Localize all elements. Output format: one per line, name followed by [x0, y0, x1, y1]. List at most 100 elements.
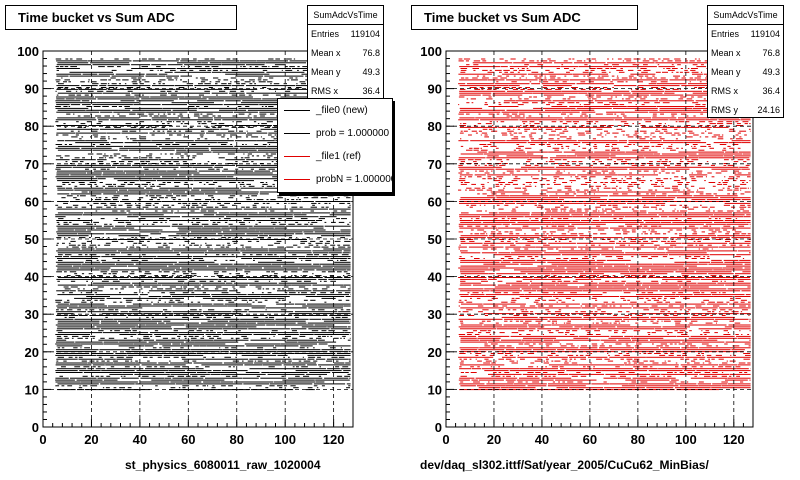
data-point — [127, 315, 173, 316]
data-point — [718, 189, 724, 191]
data-point — [505, 183, 511, 185]
data-point — [516, 144, 520, 145]
data-point — [504, 256, 512, 258]
data-point — [115, 263, 134, 265]
data-point — [473, 64, 479, 66]
data-point — [671, 239, 674, 240]
data-point — [676, 71, 679, 73]
data-point — [193, 58, 197, 60]
data-point — [105, 233, 139, 235]
data-point — [72, 246, 79, 248]
data-point — [165, 372, 196, 373]
data-point — [670, 244, 677, 246]
data-point — [548, 151, 563, 153]
data-point — [102, 106, 109, 107]
data-point — [651, 225, 658, 227]
data-point — [630, 88, 633, 90]
data-point — [122, 372, 165, 373]
data-point — [578, 233, 584, 235]
data-point — [256, 199, 264, 201]
data-point — [139, 81, 142, 83]
data-point — [460, 296, 496, 297]
data-point — [56, 335, 62, 337]
data-point — [688, 267, 723, 269]
data-point — [590, 69, 595, 71]
data-point — [257, 322, 296, 324]
data-point — [546, 180, 550, 182]
data-point — [607, 159, 613, 161]
x-tick-label: 0 — [39, 432, 46, 447]
data-point — [96, 227, 111, 229]
data-point — [280, 96, 302, 98]
data-point — [152, 347, 157, 349]
data-point — [625, 263, 653, 265]
data-point — [173, 313, 200, 315]
data-point — [291, 206, 298, 208]
data-point — [612, 144, 617, 145]
data-point — [689, 174, 708, 176]
data-point — [224, 303, 252, 305]
data-point — [84, 347, 90, 349]
data-point — [159, 218, 164, 220]
data-point — [716, 123, 724, 125]
data-point — [511, 138, 519, 140]
data-point — [228, 366, 231, 368]
data-point — [117, 66, 121, 68]
data-point — [628, 221, 644, 223]
data-point — [621, 178, 623, 180]
data-point — [82, 157, 85, 159]
data-point — [98, 121, 103, 123]
data-point — [727, 193, 730, 195]
data-point — [349, 337, 351, 339]
data-point — [181, 343, 226, 345]
data-point — [95, 185, 99, 187]
data-point — [173, 271, 180, 273]
data-point — [597, 229, 605, 231]
data-point — [262, 98, 284, 100]
data-point — [103, 273, 107, 275]
data-point — [227, 324, 266, 326]
data-point — [242, 161, 249, 163]
data-point — [83, 221, 90, 223]
data-point — [606, 212, 633, 214]
data-point — [80, 161, 84, 163]
data-point — [630, 240, 637, 242]
data-point — [249, 368, 282, 370]
data-point — [158, 172, 200, 174]
data-point — [78, 315, 88, 316]
data-point — [662, 193, 667, 195]
data-point — [253, 225, 285, 227]
data-point — [227, 163, 233, 164]
data-point — [234, 202, 241, 204]
data-point — [607, 83, 614, 85]
data-point — [266, 199, 269, 201]
data-point — [468, 128, 471, 130]
data-point — [684, 157, 699, 159]
data-point — [546, 225, 549, 227]
data-point — [157, 180, 194, 182]
data-point — [617, 149, 620, 151]
data-point — [227, 305, 266, 307]
data-point — [556, 248, 559, 250]
data-point — [184, 240, 190, 242]
data-point — [558, 178, 564, 180]
data-point — [567, 102, 575, 104]
data-point — [510, 117, 525, 119]
data-point — [302, 351, 328, 353]
data-point — [727, 164, 735, 166]
data-point — [298, 258, 330, 259]
data-point — [539, 113, 542, 115]
data-point — [193, 180, 214, 182]
data-point — [219, 109, 237, 111]
data-point — [201, 286, 205, 288]
data-point — [728, 142, 742, 144]
data-point — [219, 90, 226, 92]
data-point — [141, 259, 148, 261]
data-point — [176, 134, 182, 136]
data-point — [56, 233, 78, 235]
data-point — [467, 225, 473, 227]
data-point — [314, 324, 335, 326]
data-point — [57, 284, 87, 286]
data-point — [245, 246, 252, 248]
data-point — [691, 199, 706, 201]
